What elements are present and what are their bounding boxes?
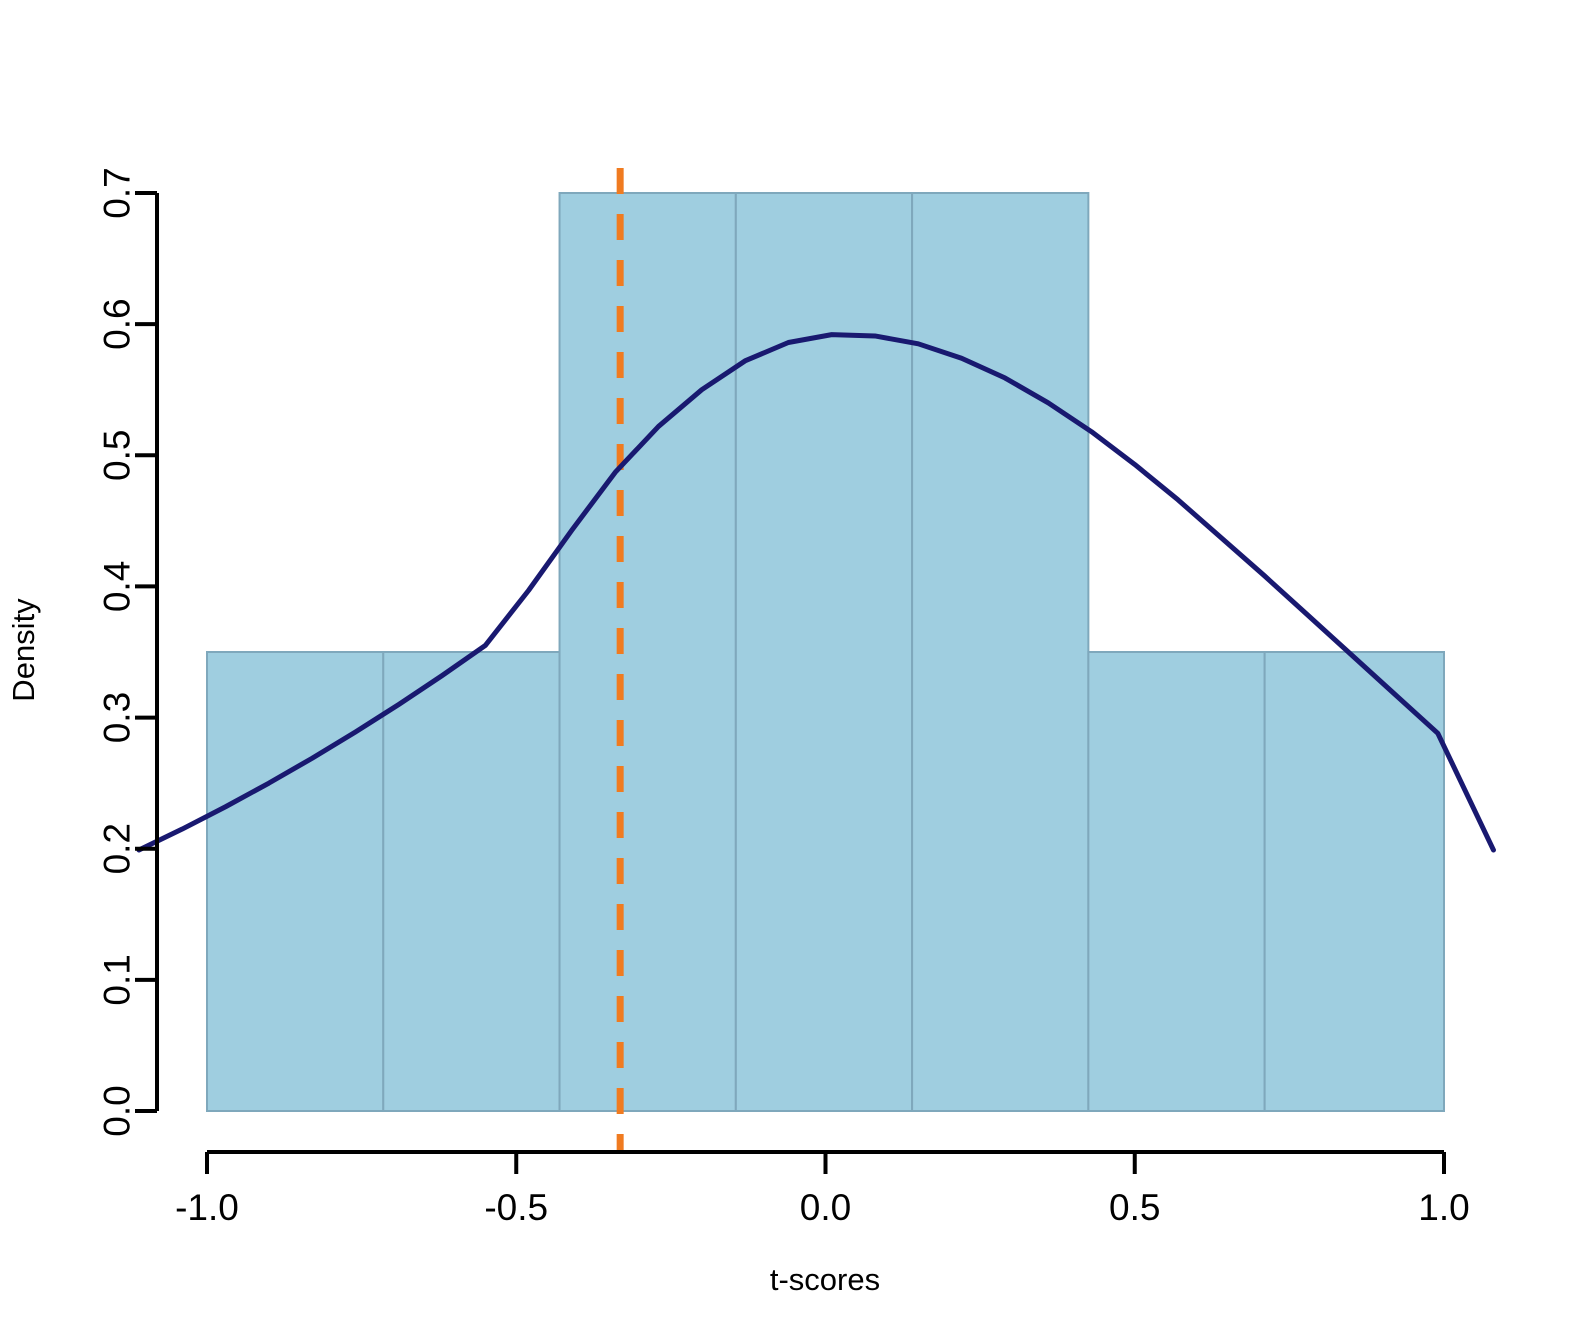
y-axis-tick-label: 0.2 (97, 823, 138, 874)
y-axis-tick-label: 0.0 (97, 1085, 138, 1136)
y-axis-tick-label: 0.5 (97, 430, 138, 481)
y-axis-title: Density (6, 598, 41, 702)
x-axis-tick-label: -0.5 (484, 1187, 548, 1228)
histogram-bars (206, 192, 1446, 1112)
histogram-bar (1087, 651, 1266, 1112)
histogram-bar (734, 192, 914, 1112)
x-axis-title: t-scores (770, 1262, 880, 1297)
x-axis: -1.0 -0.5 0.0 0.5 1.0 (175, 1150, 1470, 1228)
x-axis-tick-label: 0.5 (1109, 1187, 1160, 1228)
y-axis-tick-label: 0.1 (97, 954, 138, 1005)
histogram-bar (558, 192, 737, 1112)
y-axis-tick-label: 0.7 (97, 167, 138, 218)
y-axis-tick-label: 0.6 (97, 298, 138, 349)
density-curve (136, 332, 1496, 853)
histogram-bar (1263, 651, 1446, 1112)
histogram-bar (382, 651, 561, 1112)
y-axis-tick-label: 0.4 (97, 561, 138, 612)
histogram-bar (911, 192, 1090, 1112)
y-axis-tick-label: 0.3 (97, 692, 138, 743)
x-axis-tick-label: -1.0 (175, 1187, 239, 1228)
y-axis: 0.0 0.1 0.2 0.3 0.4 0.5 0.6 0.7 (97, 167, 159, 1137)
histogram-bar (206, 651, 385, 1112)
x-axis-tick-label: 0.0 (800, 1187, 851, 1228)
x-axis-tick-label: 1.0 (1418, 1187, 1469, 1228)
